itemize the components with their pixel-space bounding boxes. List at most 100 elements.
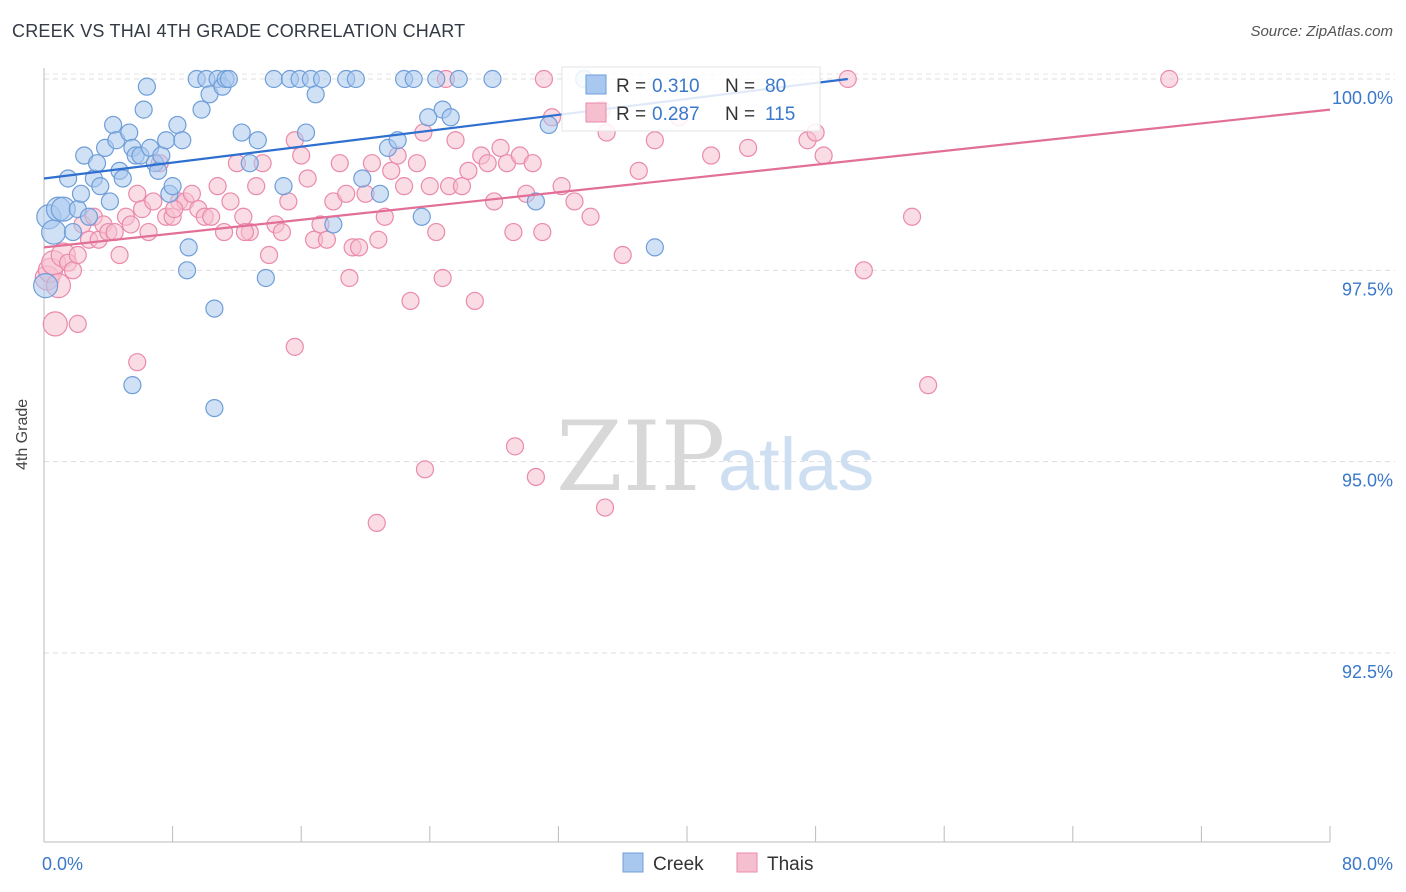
creek-point — [177, 261, 197, 280]
thais-point — [629, 161, 648, 180]
thais-point — [165, 200, 184, 219]
legend-creek-swatch — [585, 74, 607, 95]
thais-point — [279, 192, 298, 211]
y-tick-label: 97.5% — [1342, 279, 1393, 299]
thais-point — [613, 245, 632, 265]
creek-point — [59, 169, 78, 188]
creek-point — [205, 299, 224, 318]
creek-point — [91, 177, 110, 196]
thais-point — [63, 261, 83, 280]
top-legend: R = 0.310 N = 80 R = 0.287 N = 115 — [561, 66, 821, 132]
creek-point — [240, 154, 259, 173]
creek-point — [192, 100, 211, 119]
thais-point — [68, 245, 87, 265]
thais-point — [565, 192, 584, 211]
chart-title: CREEK VS THAI 4TH GRADE CORRELATION CHAR… — [12, 21, 466, 41]
creek-point — [219, 69, 238, 89]
creek-point — [306, 85, 325, 104]
creek-point — [404, 69, 423, 89]
thais-point — [272, 222, 292, 242]
thais-point — [330, 154, 349, 173]
thais-point — [208, 177, 227, 196]
thais-point — [144, 192, 163, 211]
creek-point — [104, 115, 123, 135]
thais-point — [645, 131, 664, 150]
creek-point — [264, 69, 283, 89]
thais-point — [214, 222, 234, 242]
thais-point — [407, 154, 427, 173]
thais-trend-line — [43, 108, 1331, 249]
creek-point — [427, 69, 446, 89]
creek-point — [87, 154, 107, 173]
creek-point — [41, 219, 67, 245]
legend-creek-n-label: N = — [725, 76, 755, 97]
creek-point — [248, 131, 267, 150]
thais-point — [814, 146, 833, 165]
thais-point — [68, 314, 87, 334]
watermark: ZIP atlas — [556, 401, 874, 513]
tick-labels: 100.0% 97.5% 95.0% 92.5% 0.0% 80.0% — [42, 88, 1393, 874]
thais-point — [182, 184, 201, 203]
creek-point — [370, 184, 390, 203]
thais-point — [465, 291, 484, 311]
creek-point — [419, 108, 438, 127]
thais-point — [523, 154, 542, 173]
creek-point — [163, 177, 182, 196]
y-tick-label: 100.0% — [1332, 88, 1393, 108]
creek-point — [441, 108, 460, 127]
thais-point — [415, 460, 435, 479]
thais-point — [128, 184, 147, 203]
creek-point — [412, 207, 431, 226]
bottom-legend-thais-swatch — [736, 852, 758, 873]
thais-point — [121, 215, 140, 234]
creek-point — [152, 146, 171, 165]
watermark-zip: ZIP — [556, 401, 725, 513]
y-tick-label: 95.0% — [1342, 471, 1393, 491]
thais-point — [285, 337, 304, 356]
creek-point — [71, 184, 91, 203]
thais-point — [349, 238, 369, 257]
thais-point — [259, 245, 279, 265]
creek-point — [134, 100, 153, 119]
source-label: Source: ZipAtlas.com — [1250, 23, 1393, 40]
thais-point — [401, 291, 420, 311]
creek-point — [232, 123, 251, 142]
creek-point — [168, 115, 187, 135]
legend-creek-r-label: R = — [616, 76, 646, 97]
creek-point — [539, 115, 558, 135]
thais-point — [854, 261, 873, 280]
x-tick-label-min: 0.0% — [42, 854, 83, 874]
creek-point — [274, 177, 293, 196]
thais-point — [433, 268, 452, 288]
bottom-legend: Creek Thais — [622, 852, 813, 875]
thais-point — [128, 353, 147, 372]
creek-point — [449, 69, 468, 89]
thais-point — [367, 513, 386, 532]
creek-point — [100, 192, 120, 211]
thais-point — [139, 222, 158, 242]
y-tick-label: 92.5% — [1342, 662, 1393, 682]
creek-points — [33, 69, 664, 418]
thais-point — [42, 311, 68, 337]
thais-point — [362, 154, 382, 173]
creek-point — [312, 69, 332, 89]
creek-point — [526, 192, 545, 211]
creek-point — [33, 273, 59, 299]
thais-point — [247, 177, 266, 196]
thais-point — [298, 169, 317, 188]
thais-point — [317, 230, 337, 249]
thais-point — [902, 207, 922, 226]
thais-point — [427, 222, 446, 242]
thais-point — [533, 222, 552, 242]
creek-point — [79, 207, 99, 226]
legend-thais-swatch — [585, 102, 607, 123]
creek-point — [157, 131, 176, 150]
thais-point — [369, 230, 388, 249]
thais-point — [110, 245, 129, 265]
thais-point — [534, 69, 554, 89]
thais-point — [221, 192, 240, 211]
creek-point — [256, 268, 275, 288]
thais-point — [235, 222, 255, 242]
thais-point — [394, 177, 414, 196]
